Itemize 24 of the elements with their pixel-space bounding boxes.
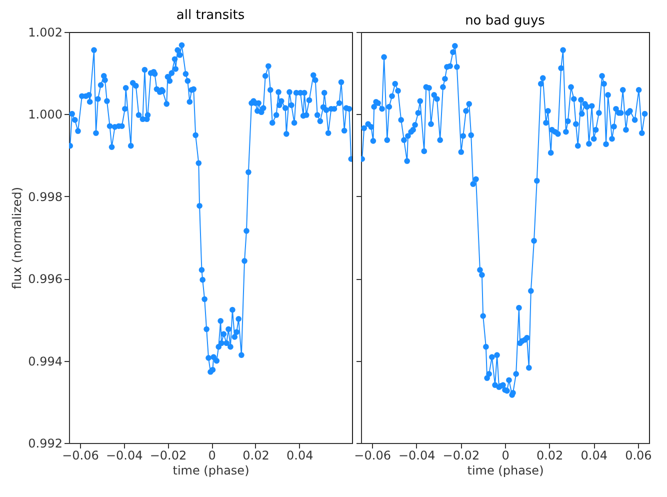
chart-title: all transits — [176, 8, 245, 23]
x-tick-label: 0.04 — [286, 448, 314, 462]
x-axis-title: time (phase) — [172, 464, 250, 478]
y-tick-label: 0.998 — [28, 190, 62, 204]
chart-title: no bad guys — [465, 14, 546, 28]
x-tick-label: −0.02 — [442, 448, 480, 462]
x-tick-label: 0.06 — [625, 448, 652, 462]
x-tick-label: −0.06 — [354, 448, 391, 462]
y-axis-title: flux (normalized) — [10, 186, 24, 290]
y-tick-label: 1.002 — [28, 26, 62, 40]
x-tick-label: −0.02 — [150, 448, 187, 462]
y-tick-label: 0.996 — [28, 272, 62, 286]
x-tick-label: 0 — [502, 448, 510, 462]
y-tick-label: 0.994 — [28, 354, 62, 368]
x-tick-label: 0 — [208, 448, 216, 462]
x-tick-label: −0.04 — [398, 448, 436, 462]
x-tick-label: 0.02 — [242, 448, 270, 462]
y-tick-label: 0.992 — [28, 436, 62, 450]
x-tick-label: −0.06 — [62, 448, 99, 462]
x-tick-label: 0.04 — [580, 448, 608, 462]
x-axis-title: time (phase) — [467, 464, 544, 478]
y-tick-label: 1.000 — [28, 108, 62, 122]
x-tick-label: −0.04 — [106, 448, 143, 462]
x-tick-label: 0.02 — [536, 448, 564, 462]
